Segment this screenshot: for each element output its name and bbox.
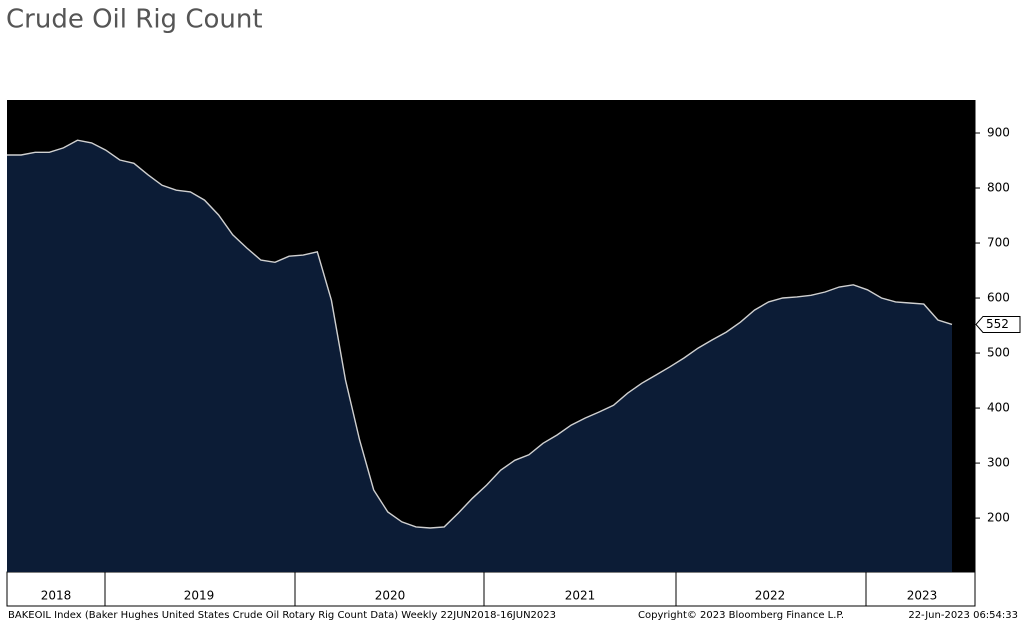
x-tick-label: 2020 [375, 589, 406, 603]
y-tick-label: 500 [987, 346, 1010, 360]
x-tick-label: 2018 [41, 589, 72, 603]
y-tick-label: 200 [987, 511, 1010, 525]
footer-timestamp: 22-Jun-2023 06:54:33 [908, 610, 1018, 621]
footer-source: BAKEOIL Index (Baker Hughes United State… [8, 610, 556, 621]
x-axis-band [6, 571, 976, 607]
x-tick-label: 2023 [907, 589, 938, 603]
footer-copyright: Copyright© 2023 Bloomberg Finance L.P. [638, 610, 844, 621]
chart-title: Crude Oil Rig Count [6, 5, 263, 35]
x-tick-label: 2022 [755, 589, 786, 603]
y-tick-label: 600 [987, 291, 1010, 305]
x-tick-label: 2019 [184, 589, 215, 603]
y-tick-label: 800 [987, 181, 1010, 195]
y-tick-label: 400 [987, 401, 1010, 415]
data-line [7, 139, 953, 529]
y-tick-label: 300 [987, 456, 1010, 470]
last-value-label: 552 [986, 317, 1009, 331]
area-fill [7, 140, 952, 572]
x-tick-label: 2021 [565, 589, 596, 603]
y-tick-label: 700 [987, 236, 1010, 250]
last-value-callout [975, 315, 1021, 333]
y-tick-label: 900 [987, 126, 1010, 140]
